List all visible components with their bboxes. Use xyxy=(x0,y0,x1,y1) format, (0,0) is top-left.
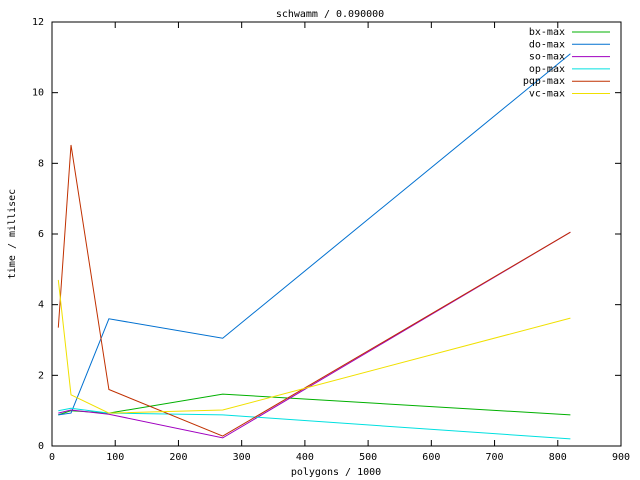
x-tick-label: 100 xyxy=(106,452,124,463)
chart-title: schwamm / 0.090000 xyxy=(276,9,384,20)
x-tick-label: 200 xyxy=(169,452,187,463)
data-line xyxy=(58,53,571,416)
legend-label: vc-max xyxy=(529,89,565,100)
x-tick-label: 500 xyxy=(359,452,377,463)
y-tick-label: 4 xyxy=(38,300,44,311)
data-line xyxy=(57,279,571,414)
y-axis-label: time / millisec xyxy=(7,189,18,279)
y-tick-label: 8 xyxy=(38,158,44,169)
y-tick-label: 12 xyxy=(32,17,44,28)
x-tick-label: 800 xyxy=(549,452,567,463)
legend-label: so-max xyxy=(529,52,565,63)
x-tick-label: 0 xyxy=(49,452,55,463)
legend-label: do-max xyxy=(529,39,565,50)
x-axis-label: polygons / 1000 xyxy=(291,467,381,478)
x-tick-label: 400 xyxy=(296,452,314,463)
x-tick-label: 900 xyxy=(612,452,630,463)
data-line xyxy=(57,144,571,437)
x-tick-label: 600 xyxy=(422,452,440,463)
y-tick-label: 0 xyxy=(38,441,44,452)
data-line xyxy=(58,231,571,439)
x-tick-label: 700 xyxy=(486,452,504,463)
y-tick-label: 6 xyxy=(38,229,44,240)
y-tick-label: 2 xyxy=(38,370,44,381)
legend-label: pqp-max xyxy=(523,76,565,87)
x-tick-label: 300 xyxy=(233,452,251,463)
y-tick-label: 10 xyxy=(32,88,44,99)
legend-label: op-max xyxy=(529,64,565,75)
legend-label: bx-max xyxy=(529,27,565,38)
